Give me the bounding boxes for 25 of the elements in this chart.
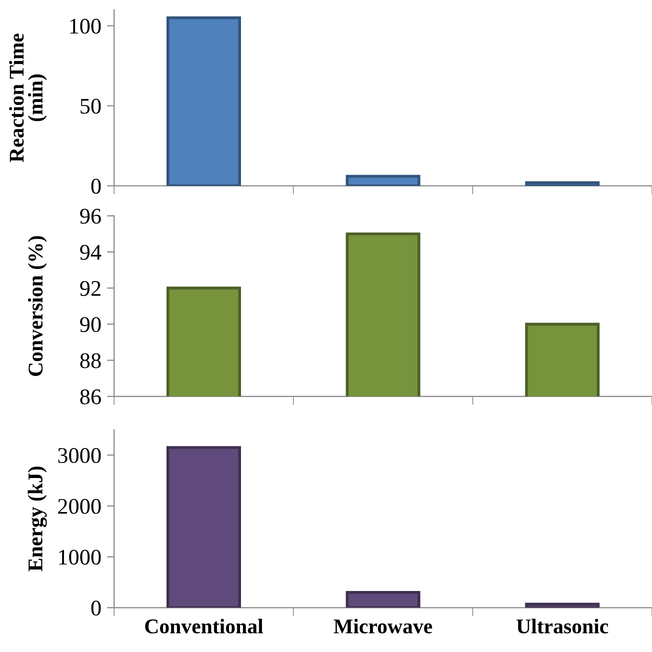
y-tick-label: 100 [70,18,101,34]
y-tick-label: 92 [80,281,100,296]
y-axis-title: Energy (kJ) [28,466,47,572]
y-tick-label: 2000 [58,498,101,514]
bar [525,602,600,608]
y-tick-label: 88 [80,353,101,368]
y-axis-title: Conversion (%) [28,236,47,376]
y-tick-label: 86 [80,389,101,404]
y-tick-label: 50 [80,98,101,114]
y-axis-title: Reaction Time (min) [9,34,47,162]
y-tick-label: 0 [91,178,101,194]
x-tick-label: Ultrasonic [516,618,608,634]
y-tick-label: 96 [80,208,101,224]
x-tick-label: Conventional [145,618,264,634]
y-tick-label: 90 [80,317,101,332]
y-tick-label: 94 [80,244,102,260]
bar [166,16,241,186]
y-tick-label: 0 [91,600,101,616]
y-tick-label: 1000 [59,550,101,565]
bar [525,181,600,186]
x-tick-label: Microwave [334,618,432,634]
bar [166,446,241,608]
y-tick-label: 3000 [58,448,101,464]
bar [346,174,420,186]
bar [346,591,420,608]
